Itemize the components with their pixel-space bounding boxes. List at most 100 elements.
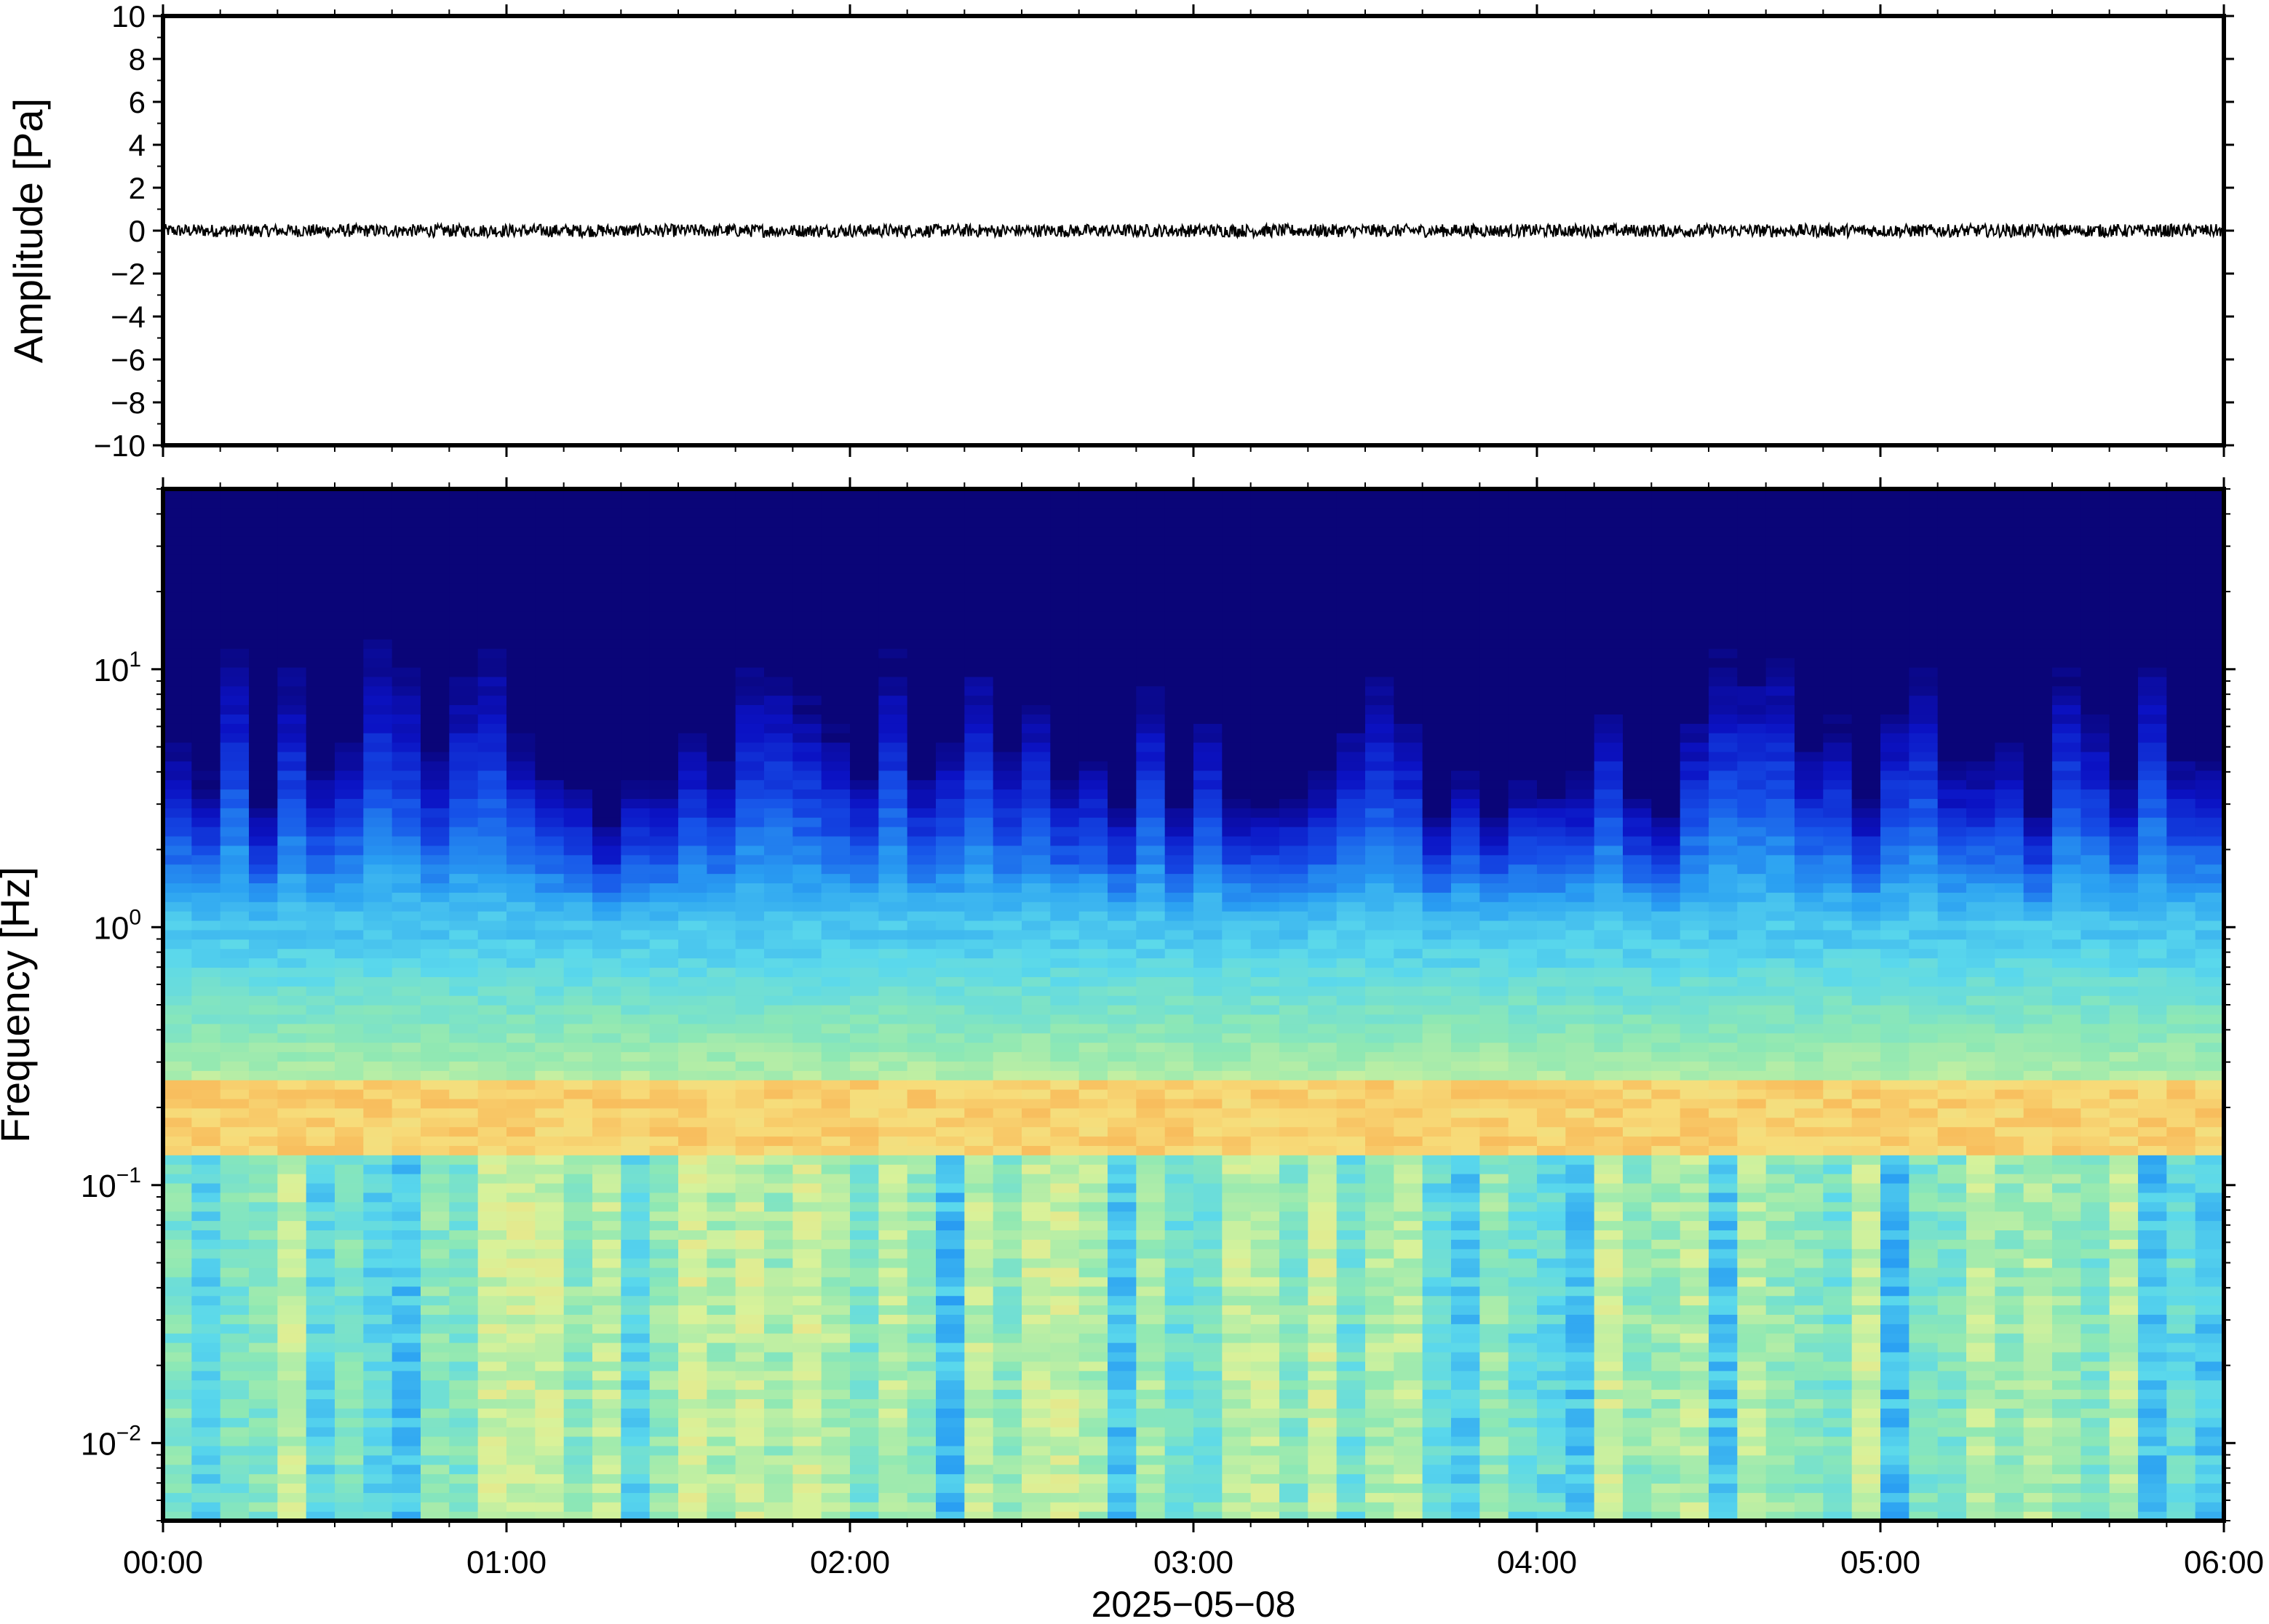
spectrogram-cell xyxy=(1394,666,1423,677)
spectrogram-cell xyxy=(1193,1107,1223,1118)
spectrogram-cell xyxy=(1250,1258,1280,1268)
spectrogram-cell xyxy=(1250,676,1280,687)
spectrogram-cell xyxy=(363,507,393,518)
spectrogram-cell xyxy=(850,1023,879,1034)
spectrogram-cell xyxy=(363,610,393,621)
spectrogram-cell xyxy=(678,920,707,931)
spectrogram-cell xyxy=(449,845,479,856)
spectrogram-cell xyxy=(621,498,651,509)
spectrogram-cell xyxy=(850,845,879,856)
spectrogram-cell xyxy=(535,760,565,771)
spectrogram-cell xyxy=(1250,770,1280,781)
spectrogram-cell xyxy=(1222,883,1252,893)
spectrogram-cell xyxy=(306,676,335,687)
spectrogram-cell xyxy=(1394,507,1423,518)
spectrogram-cell xyxy=(821,742,851,752)
spectrogram-cell xyxy=(449,864,479,875)
spectrogram-cell xyxy=(764,1182,793,1193)
spectrogram-cell xyxy=(1050,976,1080,987)
spectrogram-cell xyxy=(592,1051,621,1062)
spectrogram-cell xyxy=(363,976,393,987)
spectrogram-cell xyxy=(592,1032,621,1043)
spectrogram-cell xyxy=(506,1080,536,1090)
spectrogram-cell xyxy=(936,1427,965,1437)
spectrogram-cell xyxy=(392,1126,421,1137)
spectrogram-cell xyxy=(707,498,736,509)
spectrogram-cell xyxy=(878,1005,908,1015)
spectrogram-cell xyxy=(191,704,221,715)
spectrogram-cell xyxy=(563,854,593,865)
spectrogram-cell xyxy=(421,1324,450,1334)
spectrogram-cell xyxy=(993,751,1022,762)
spectrogram-cell xyxy=(363,1295,393,1306)
spectrogram-cell xyxy=(1422,714,1452,724)
spectrogram-cell xyxy=(1222,1408,1252,1418)
spectrogram-cell xyxy=(621,986,651,996)
spectrogram-cell xyxy=(1279,1220,1308,1230)
spectrogram-cell xyxy=(363,1351,393,1362)
spectrogram-cell xyxy=(1250,986,1280,996)
spectrogram-cell xyxy=(421,835,450,846)
spectrogram-cell xyxy=(220,1454,250,1465)
spectrogram-cell xyxy=(449,835,479,846)
spectrogram-cell xyxy=(1108,1182,1137,1193)
spectrogram-cell xyxy=(477,1502,507,1512)
spectrogram-cell xyxy=(335,883,364,893)
spectrogram-cell xyxy=(1050,1230,1080,1240)
spectrogram-cell xyxy=(907,545,937,555)
spectrogram-cell xyxy=(621,798,651,808)
spectrogram-cell xyxy=(449,639,479,649)
spectrogram-cell xyxy=(191,1155,221,1165)
spectrogram-cell xyxy=(163,1155,192,1165)
spectrogram-cell xyxy=(1164,1192,1194,1203)
spectrogram-cell xyxy=(1108,986,1137,996)
spectrogram-cell xyxy=(449,1145,479,1155)
spectrogram-cell xyxy=(764,1136,793,1146)
spectrogram-cell xyxy=(535,1182,565,1193)
spectrogram-cell xyxy=(220,554,250,565)
spectrogram-cell xyxy=(1394,1155,1423,1165)
spectrogram-cell xyxy=(249,573,278,584)
spectrogram-cell xyxy=(449,1230,479,1240)
spectrogram-cell xyxy=(277,986,307,996)
spectrogram-cell xyxy=(821,1014,851,1024)
spectrogram-cell xyxy=(678,827,707,837)
spectrogram-cell xyxy=(249,1005,278,1015)
spectrogram-cell xyxy=(421,827,450,837)
spectrogram-cell xyxy=(1136,751,1166,762)
spectrogram-cell xyxy=(1250,1098,1280,1109)
spectrogram-cell xyxy=(1136,666,1166,677)
spectrogram-cell xyxy=(1422,676,1452,687)
spectrogram-cell xyxy=(277,1032,307,1043)
spectrogram-cell xyxy=(764,873,793,884)
spectrogram-cell xyxy=(277,685,307,696)
spectrogram-cell xyxy=(1336,498,1366,509)
spectrogram-cell xyxy=(735,526,765,537)
spectrogram-cell xyxy=(878,1126,908,1137)
spectrogram-cell xyxy=(621,1427,651,1437)
spectrogram-cell xyxy=(878,1267,908,1278)
spectrogram-cell xyxy=(249,808,278,818)
spectrogram-cell xyxy=(964,1333,994,1343)
spectrogram-cell xyxy=(506,1174,536,1184)
spectrogram-cell xyxy=(993,986,1022,996)
spectrogram-cell xyxy=(1050,648,1080,658)
spectrogram-cell xyxy=(1250,1249,1280,1259)
spectrogram-cell xyxy=(249,1239,278,1249)
spectrogram-cell xyxy=(363,911,393,921)
spectrogram-cell xyxy=(1050,1182,1080,1193)
spectrogram-cell xyxy=(707,695,736,706)
spectrogram-cell xyxy=(392,742,421,752)
spectrogram-cell xyxy=(335,1492,364,1502)
spectrogram-cell xyxy=(1422,939,1452,950)
spectrogram-cell xyxy=(592,1454,621,1465)
spectrogram-cell xyxy=(1222,1305,1252,1315)
spectrogram-cell xyxy=(1136,1258,1166,1268)
spectrogram-cell xyxy=(1279,1295,1308,1306)
spectrogram-cell xyxy=(1078,817,1108,827)
spectrogram-cell xyxy=(506,1427,536,1437)
spectrogram-cell xyxy=(621,592,651,602)
spectrogram-cell xyxy=(1336,714,1366,724)
spectrogram-cell xyxy=(506,1098,536,1109)
spectrogram-cell xyxy=(707,620,736,630)
